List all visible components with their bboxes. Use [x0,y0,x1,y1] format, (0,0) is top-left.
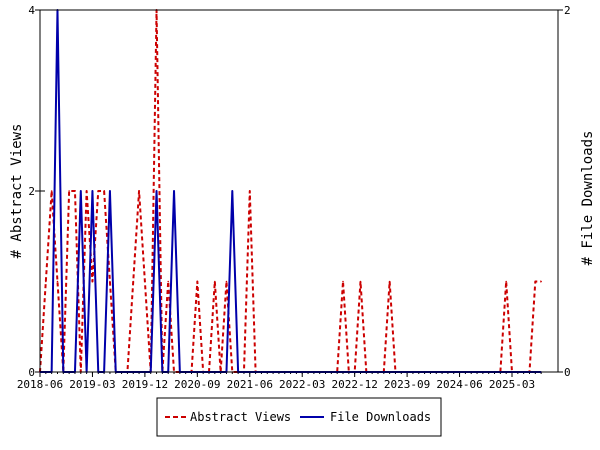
data-point-abstract-views [45,280,47,283]
series-line-file-downloads [40,9,542,373]
data-point-abstract-views [214,280,216,283]
data-point-file-downloads [91,190,94,192]
data-point-abstract-views [388,280,391,283]
plot-frame [39,9,559,373]
left-tick-label-0: 0 [28,366,35,379]
data-point-abstract-views [359,280,362,283]
right-tick-label-2: 2 [564,4,571,17]
legend: Abstract Views File Downloads [156,397,442,437]
data-point-abstract-views [91,280,94,283]
x-tick-label-2025-03: 2025-03 [489,378,535,391]
x-tick-label-2019-12: 2019-12 [122,378,168,391]
series-line-abstract-views [39,9,542,373]
x-tick-label-2022-12: 2022-12 [331,378,377,391]
legend-label-file-downloads: File Downloads [330,410,431,424]
data-point-file-downloads [79,190,82,192]
data-point-file-downloads [155,190,158,192]
data-point-abstract-views [248,190,251,192]
data-point-abstract-views [56,280,59,283]
x-tick-label-2023-09: 2023-09 [384,378,430,391]
right-axis-title: # File Downloads [580,131,596,266]
x-tick-label-2020-09: 2020-09 [174,378,220,391]
data-point-abstract-views [103,190,105,192]
data-point-abstract-views [342,280,344,283]
x-tick-label-2024-06: 2024-06 [436,378,482,391]
data-point-abstract-views [85,190,88,192]
legend-label-abstract-views: Abstract Views [190,410,291,424]
data-point-abstract-views [50,190,53,192]
data-point-abstract-views [97,190,100,192]
data-point-file-downloads [231,190,234,192]
data-point-abstract-views [540,280,542,283]
data-point-abstract-views [167,280,169,283]
left-axis-title: # Abstract Views [9,124,25,259]
right-tick-label-0: 0 [564,366,571,379]
data-point-file-downloads [109,190,111,192]
data-point-abstract-views [196,280,199,283]
data-point-abstract-views [505,280,507,283]
chart-marks: 2018-06 2019-03 2019-12 2020-09 2021-06 2022-… [17,4,571,391]
data-point-abstract-views [225,280,228,283]
x-tick-label-2019-03: 2019-03 [69,378,115,391]
left-tick-label-2: 2 [28,185,35,198]
data-point-abstract-views [109,280,111,283]
x-tick-label-2021-06: 2021-06 [227,378,273,391]
legend-box [156,397,442,437]
x-tick-label-2022-03: 2022-03 [279,378,325,391]
data-point-abstract-views [144,280,146,283]
data-point-abstract-views [68,190,70,192]
data-point-abstract-views [132,280,135,283]
data-point-abstract-views [534,280,537,283]
left-tick-label-4: 4 [28,4,35,17]
data-point-abstract-views [138,190,140,192]
x-tick-label-2018-06: 2018-06 [17,378,63,391]
data-point-file-downloads [173,190,175,192]
data-point-abstract-views [74,190,76,192]
